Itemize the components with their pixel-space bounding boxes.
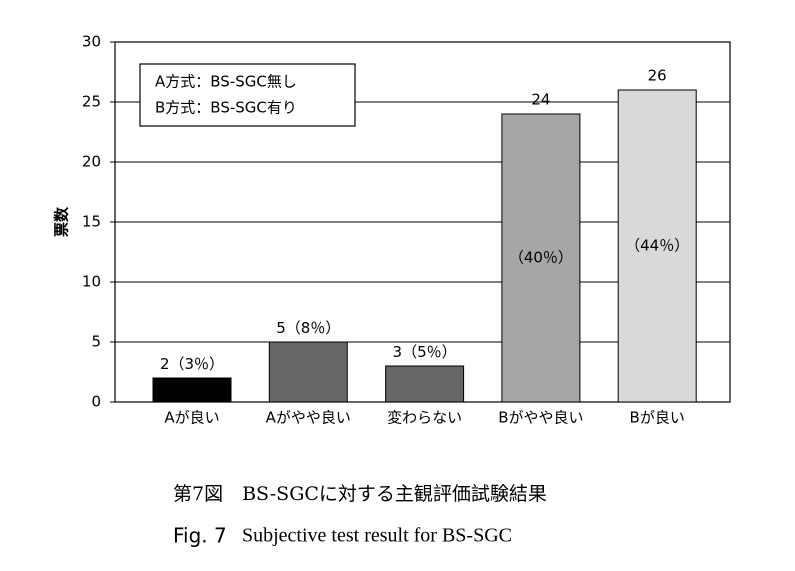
bar <box>385 365 465 403</box>
legend-box <box>139 63 356 127</box>
caption-en-prefix: Fig. 7 <box>173 524 227 548</box>
value-label-group: 3（5％） <box>393 343 457 361</box>
y-axis-label: 票数 <box>53 206 71 237</box>
value-label-group: 5（8％） <box>276 319 340 337</box>
caption-en: Subjective test result for BS-SGC <box>242 525 512 547</box>
bar <box>617 89 697 403</box>
x-tick-label: Aが良い <box>164 409 219 427</box>
x-tick-label: Bがやや良い <box>498 409 583 427</box>
x-tick-label: 変わらない <box>387 409 462 427</box>
y-tick-label: 5 <box>91 333 101 351</box>
y-tick-label: 15 <box>82 213 101 231</box>
legend-text: A方式：BS-SGC無し <box>155 73 297 91</box>
y-tick-label: 10 <box>82 273 101 291</box>
share-label: （3％） <box>170 355 225 373</box>
caption-ja: 第7図 BS-SGCに対する主観評価試験結果 <box>173 483 547 505</box>
bar <box>268 341 348 403</box>
value-label: 3 <box>393 343 403 361</box>
y-tick-label: 25 <box>82 93 101 111</box>
y-tick-label: 20 <box>82 153 101 171</box>
share-label: （8％） <box>286 319 341 337</box>
value-label: 5 <box>276 319 286 337</box>
share-label: （5％） <box>402 343 457 361</box>
value-label: 2 <box>160 355 170 373</box>
y-tick-label: 30 <box>82 33 101 51</box>
bar <box>152 377 232 403</box>
x-tick-label: Aがやや良い <box>266 409 351 427</box>
value-label: 26 <box>648 67 667 85</box>
legend-text: B方式：BS-SGC有り <box>155 99 297 117</box>
share-label: （40％） <box>509 249 573 267</box>
share-label: （44％） <box>625 237 689 255</box>
value-label-group: 2（3％） <box>160 355 224 373</box>
y-tick-label: 0 <box>91 393 101 411</box>
bar <box>501 113 581 403</box>
x-tick-label: Bが良い <box>630 409 685 427</box>
value-label: 24 <box>531 91 550 109</box>
